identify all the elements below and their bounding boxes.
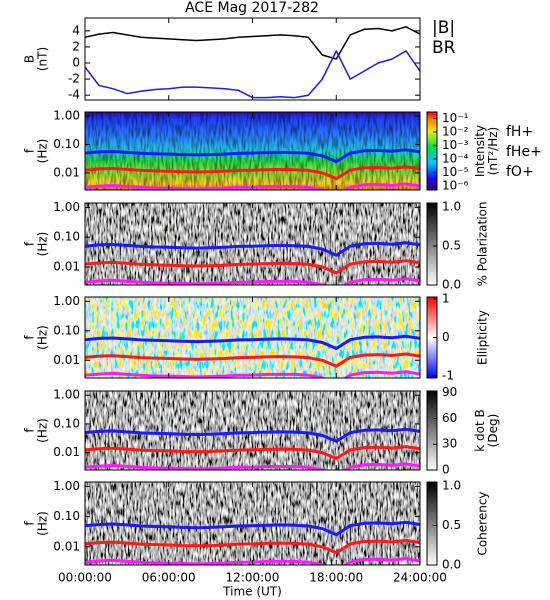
y-axis-label: (Hz) xyxy=(36,139,50,164)
colorbar-label: Coherency xyxy=(476,491,490,555)
chart-title: ACE Mag 2017-282 xyxy=(185,0,319,16)
colorbar-tick-label: 10⁻⁵ xyxy=(442,165,469,179)
legend-label: fO+ xyxy=(506,164,534,180)
colorbar-label: % Polarization xyxy=(476,202,490,287)
y-tick-label: 0.01 xyxy=(53,165,80,179)
colorbar-tick-label: 90 xyxy=(442,385,457,399)
colorbar-tick-label: 10⁻⁶ xyxy=(442,178,469,192)
plot-area xyxy=(85,203,420,285)
y-tick-label: 4 xyxy=(72,23,80,37)
colorbar-tick-label: 30 xyxy=(442,437,457,451)
colorbar-label: Ellipticity xyxy=(476,310,490,365)
colorbar-tick-label: 60 xyxy=(442,411,457,425)
colorbar-tick-label: 0.5 xyxy=(442,238,461,252)
colorbar xyxy=(426,481,438,566)
plot-frame xyxy=(84,111,421,191)
y-axis-label: f xyxy=(23,521,37,526)
y-tick-label: 0.10 xyxy=(53,416,80,430)
colorbar-tick-label: 10⁻² xyxy=(442,124,469,138)
x-tick-label: 12:00:00 xyxy=(226,571,280,585)
colorbar xyxy=(426,390,438,471)
series-line xyxy=(85,334,420,350)
colorbar-tick-label: 10⁻³ xyxy=(442,138,469,152)
y-tick-label: 0.01 xyxy=(53,445,80,459)
colorbar-label: (nT²/Hz) xyxy=(486,127,500,175)
y-axis-label: (Hz) xyxy=(36,325,50,350)
y-tick-label: 0.10 xyxy=(53,230,80,244)
series-line xyxy=(85,538,420,555)
y-tick-label: 1.00 xyxy=(53,109,80,123)
y-tick-label: 1.00 xyxy=(53,479,80,493)
y-axis-label: f xyxy=(23,428,37,433)
colorbar-tick-label: 0 xyxy=(442,463,450,477)
colorbar-label: k dot B xyxy=(473,409,487,451)
series-line xyxy=(85,26,420,60)
colorbar-tick-label: 10⁻⁴ xyxy=(442,151,469,165)
legend-label: |B| xyxy=(432,18,455,38)
legend-label: fHe+ xyxy=(506,144,542,160)
plot-area xyxy=(85,297,420,378)
y-tick-label: 1.00 xyxy=(53,294,80,308)
y-axis-label: (nT) xyxy=(36,47,50,71)
colorbar-tick-label: 0 xyxy=(442,330,450,344)
x-tick-label: 06:00:00 xyxy=(142,571,196,585)
colorbar-tick-label: 10⁻¹ xyxy=(442,111,469,125)
y-axis-label: (Hz) xyxy=(36,511,50,536)
plot-area xyxy=(85,26,420,99)
series-line xyxy=(85,352,420,368)
y-tick-label: 0.01 xyxy=(53,260,80,274)
series-line xyxy=(85,427,420,443)
plot-frame xyxy=(84,296,421,379)
series-line xyxy=(85,520,420,537)
series-line xyxy=(85,165,420,181)
plot-frame xyxy=(84,481,421,566)
y-tick-label: 0.10 xyxy=(53,509,80,523)
colorbar-tick-label: 0.0 xyxy=(442,278,461,292)
y-tick-label: 1.00 xyxy=(53,200,80,214)
colorbar-tick-label: -1 xyxy=(442,369,454,383)
y-tick-label: 0.01 xyxy=(53,539,80,553)
y-tick-label: -2 xyxy=(68,72,80,86)
colorbar-tick-label: 0.5 xyxy=(442,518,461,532)
plot-frame xyxy=(84,202,421,286)
x-tick-label: 18:00:00 xyxy=(309,571,363,585)
x-axis-label: Time (UT) xyxy=(222,585,282,599)
y-axis-label: f xyxy=(23,335,37,340)
plot-frame xyxy=(84,17,421,101)
series-line xyxy=(85,50,420,99)
colorbar-tick-label: 0.0 xyxy=(442,558,461,572)
y-tick-label: 0.10 xyxy=(53,323,80,337)
plot-area xyxy=(85,112,420,190)
series-line xyxy=(85,241,420,257)
y-tick-label: 0.01 xyxy=(53,353,80,367)
y-tick-label: -4 xyxy=(68,88,80,102)
colorbar xyxy=(426,202,438,286)
y-tick-label: 2 xyxy=(72,39,80,53)
colorbar-tick-label: 1 xyxy=(442,291,450,305)
series-line xyxy=(85,445,420,460)
series-line xyxy=(85,259,420,275)
series-line xyxy=(85,148,420,164)
y-axis-label: f xyxy=(23,148,37,153)
y-axis-label: (Hz) xyxy=(36,232,50,257)
y-axis-label: (Hz) xyxy=(36,418,50,443)
legend-label: fH+ xyxy=(506,124,533,140)
legend-label: BR xyxy=(432,38,456,58)
colorbar-tick-label: 1.0 xyxy=(442,199,461,213)
plot-frame xyxy=(84,390,421,471)
y-tick-label: 0.10 xyxy=(53,137,80,151)
colorbar-label: Intensity xyxy=(473,125,487,177)
colorbar xyxy=(426,111,438,191)
colorbar-label: (Deg) xyxy=(486,414,500,448)
x-tick-label: 00:00:00 xyxy=(58,571,112,585)
y-tick-label: 1.00 xyxy=(53,388,80,402)
plot-area xyxy=(85,482,420,565)
x-tick-label: 24:00:00 xyxy=(393,571,447,585)
y-axis-label: B xyxy=(23,55,37,63)
y-tick-label: 0 xyxy=(72,56,80,70)
y-axis-label: f xyxy=(23,241,37,246)
plot-area xyxy=(85,391,420,470)
colorbar-tick-label: 1.0 xyxy=(442,478,461,492)
